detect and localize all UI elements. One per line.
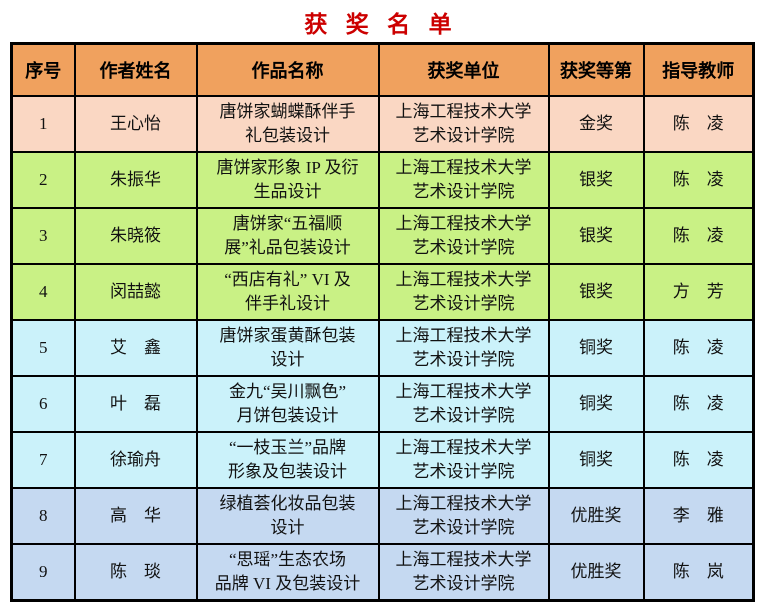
cell-author: 朱晓筱 <box>73 207 198 265</box>
cell-no: 4 <box>10 263 76 321</box>
table-row: 3 朱晓筱 唐饼家“五福顺 展”礼品包装设计 上海工程技术大学 艺术设计学院 银… <box>10 207 755 265</box>
cell-award: 优胜奖 <box>547 543 645 602</box>
cell-teacher: 方 芳 <box>642 263 755 321</box>
cell-work: 唐饼家蝴蝶酥伴手 礼包装设计 <box>195 95 380 153</box>
cell-teacher: 陈 凌 <box>642 431 755 489</box>
cell-unit: 上海工程技术大学 艺术设计学院 <box>377 207 550 265</box>
cell-no: 5 <box>10 319 76 377</box>
cell-no: 7 <box>10 431 76 489</box>
cell-teacher: 陈 凌 <box>642 319 755 377</box>
cell-teacher: 陈 凌 <box>642 375 755 433</box>
table-row: 9 陈 琰 “思瑶”生态农场 品牌 VI 及包装设计 上海工程技术大学 艺术设计… <box>10 543 755 602</box>
header-unit: 获奖单位 <box>377 42 550 97</box>
cell-unit: 上海工程技术大学 艺术设计学院 <box>377 431 550 489</box>
table-row: 4 闵喆懿 “西店有礼” VI 及 伴手礼设计 上海工程技术大学 艺术设计学院 … <box>10 263 755 321</box>
cell-work: “西店有礼” VI 及 伴手礼设计 <box>195 263 380 321</box>
cell-author: 陈 琰 <box>73 543 198 602</box>
cell-no: 1 <box>10 95 76 153</box>
cell-award: 铜奖 <box>547 375 645 433</box>
header-teacher: 指导教师 <box>642 42 755 97</box>
cell-unit: 上海工程技术大学 艺术设计学院 <box>377 263 550 321</box>
cell-author: 闵喆懿 <box>73 263 198 321</box>
header-no: 序号 <box>10 42 76 97</box>
cell-award: 银奖 <box>547 151 645 209</box>
cell-award: 铜奖 <box>547 431 645 489</box>
table-row: 7 徐瑜舟 “一枝玉兰”品牌 形象及包装设计 上海工程技术大学 艺术设计学院 铜… <box>10 431 755 489</box>
cell-author: 王心怡 <box>73 95 198 153</box>
table-row: 5 艾 鑫 唐饼家蛋黄酥包装 设计 上海工程技术大学 艺术设计学院 铜奖 陈 凌 <box>10 319 755 377</box>
cell-teacher: 李 雅 <box>642 487 755 545</box>
cell-author: 徐瑜舟 <box>73 431 198 489</box>
cell-work: 唐饼家“五福顺 展”礼品包装设计 <box>195 207 380 265</box>
cell-award: 银奖 <box>547 207 645 265</box>
cell-no: 3 <box>10 207 76 265</box>
header-work: 作品名称 <box>195 42 380 97</box>
cell-teacher: 陈 凌 <box>642 151 755 209</box>
table-row: 2 朱振华 唐饼家形象 IP 及衍 生品设计 上海工程技术大学 艺术设计学院 银… <box>10 151 755 209</box>
cell-work: “思瑶”生态农场 品牌 VI 及包装设计 <box>195 543 380 602</box>
cell-work: 绿植荟化妆品包装 设计 <box>195 487 380 545</box>
cell-teacher: 陈 凌 <box>642 207 755 265</box>
cell-work: 唐饼家形象 IP 及衍 生品设计 <box>195 151 380 209</box>
cell-unit: 上海工程技术大学 艺术设计学院 <box>377 543 550 602</box>
cell-unit: 上海工程技术大学 艺术设计学院 <box>377 487 550 545</box>
header-author: 作者姓名 <box>73 42 198 97</box>
cell-award: 金奖 <box>547 95 645 153</box>
cell-work: “一枝玉兰”品牌 形象及包装设计 <box>195 431 380 489</box>
cell-teacher: 陈 岚 <box>642 543 755 602</box>
header-row: 序号 作者姓名 作品名称 获奖单位 获奖等第 指导教师 <box>10 42 755 97</box>
cell-author: 高 华 <box>73 487 198 545</box>
table-row: 1 王心怡 唐饼家蝴蝶酥伴手 礼包装设计 上海工程技术大学 艺术设计学院 金奖 … <box>10 95 755 153</box>
cell-award: 铜奖 <box>547 319 645 377</box>
cell-work: 唐饼家蛋黄酥包装 设计 <box>195 319 380 377</box>
cell-no: 9 <box>10 543 76 602</box>
cell-no: 6 <box>10 375 76 433</box>
table-row: 6 叶 磊 金九“吴川飘色” 月饼包装设计 上海工程技术大学 艺术设计学院 铜奖… <box>10 375 755 433</box>
cell-no: 8 <box>10 487 76 545</box>
awards-table: 序号 作者姓名 作品名称 获奖单位 获奖等第 指导教师 1 王心怡 唐饼家蝴蝶酥… <box>10 42 755 602</box>
cell-author: 艾 鑫 <box>73 319 198 377</box>
cell-unit: 上海工程技术大学 艺术设计学院 <box>377 95 550 153</box>
table-row: 8 高 华 绿植荟化妆品包装 设计 上海工程技术大学 艺术设计学院 优胜奖 李 … <box>10 487 755 545</box>
cell-teacher: 陈 凌 <box>642 95 755 153</box>
cell-unit: 上海工程技术大学 艺术设计学院 <box>377 151 550 209</box>
cell-author: 朱振华 <box>73 151 198 209</box>
header-award: 获奖等第 <box>547 42 645 97</box>
cell-no: 2 <box>10 151 76 209</box>
page-title: 获 奖 名 单 <box>304 11 458 37</box>
cell-award: 优胜奖 <box>547 487 645 545</box>
cell-award: 银奖 <box>547 263 645 321</box>
cell-author: 叶 磊 <box>73 375 198 433</box>
cell-work: 金九“吴川飘色” 月饼包装设计 <box>195 375 380 433</box>
cell-unit: 上海工程技术大学 艺术设计学院 <box>377 319 550 377</box>
cell-unit: 上海工程技术大学 艺术设计学院 <box>377 375 550 433</box>
